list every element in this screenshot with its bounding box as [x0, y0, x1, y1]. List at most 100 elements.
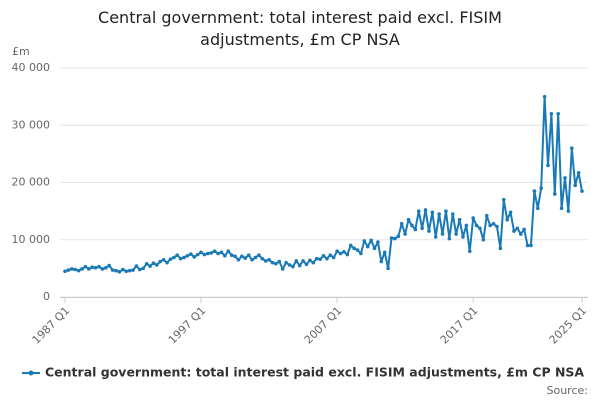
data-point	[481, 237, 486, 242]
data-point	[396, 234, 401, 239]
data-point	[83, 264, 88, 269]
data-point	[495, 224, 499, 229]
data-point	[229, 253, 234, 258]
data-point	[127, 268, 132, 273]
data-point	[440, 232, 445, 236]
data-point	[195, 252, 200, 257]
data-point	[321, 253, 326, 258]
data-point	[250, 257, 254, 262]
data-point	[325, 256, 329, 261]
data-point	[437, 212, 441, 216]
data-point	[104, 266, 108, 270]
data-point	[63, 269, 67, 274]
data-point	[263, 259, 268, 263]
x-tick-label: 2017 Q1	[438, 304, 481, 347]
y-tick-label: 0	[43, 290, 50, 303]
data-point	[93, 266, 98, 270]
data-point	[573, 183, 577, 188]
data-point	[223, 253, 227, 258]
data-point	[308, 258, 312, 263]
data-point	[70, 267, 74, 271]
data-point	[124, 269, 129, 274]
data-point	[488, 223, 492, 228]
data-point	[379, 259, 384, 264]
source: Source:	[547, 384, 589, 397]
data-point	[155, 263, 159, 267]
data-point	[498, 246, 503, 251]
data-point	[76, 268, 81, 273]
data-point	[291, 264, 295, 269]
data-point	[209, 251, 214, 255]
data-point	[359, 251, 363, 256]
data-point	[87, 267, 91, 271]
data-point	[110, 268, 115, 272]
data-point	[100, 267, 105, 271]
data-point	[484, 213, 489, 218]
data-point	[559, 206, 564, 211]
data-point	[508, 210, 513, 215]
data-point	[433, 235, 438, 239]
data-point	[216, 251, 220, 256]
data-point	[461, 235, 465, 239]
data-point	[566, 209, 571, 213]
data-point	[175, 253, 180, 258]
x-tick-label: 2007 Q1	[302, 304, 345, 347]
y-tick-label: 20 000	[12, 176, 51, 189]
data-point	[542, 94, 547, 99]
data-point	[454, 232, 458, 236]
x-tick-label: 2025 Q1	[547, 304, 590, 347]
data-point	[294, 259, 299, 263]
data-point	[206, 251, 210, 256]
data-point	[335, 249, 339, 253]
data-point	[376, 240, 380, 244]
data-point	[66, 268, 71, 272]
data-point	[546, 163, 550, 168]
data-point	[311, 260, 316, 265]
data-point	[471, 216, 475, 220]
y-tick-label: 10 000	[12, 233, 51, 246]
x-tick-label: 1997 Q1	[166, 304, 209, 347]
data-point	[151, 261, 156, 266]
data-point	[304, 262, 309, 267]
y-tick-label: 40 000	[12, 61, 51, 74]
data-point	[185, 253, 190, 258]
data-point	[117, 270, 122, 274]
data-point	[348, 243, 353, 248]
data-point	[318, 257, 322, 262]
data-point	[491, 221, 496, 226]
data-point	[413, 227, 418, 232]
data-point	[158, 259, 163, 264]
data-point	[420, 226, 424, 231]
data-point	[386, 266, 390, 271]
data-point	[73, 267, 78, 272]
data-point	[80, 267, 84, 271]
data-point	[532, 189, 537, 193]
data-point	[576, 170, 581, 175]
data-point	[549, 112, 554, 116]
data-point	[478, 226, 482, 231]
data-point	[246, 253, 251, 258]
data-point	[331, 255, 336, 260]
data-point	[236, 257, 241, 262]
legend-dot	[28, 370, 34, 376]
data-point	[199, 250, 203, 255]
data-point	[430, 210, 435, 215]
data-point	[277, 259, 282, 264]
data-point	[233, 254, 237, 259]
data-point	[240, 254, 244, 259]
data-point	[427, 229, 431, 233]
data-point	[219, 250, 224, 255]
data-point	[389, 236, 394, 240]
data-point	[369, 238, 373, 243]
data-point	[280, 267, 285, 271]
data-point	[525, 243, 530, 248]
data-point	[270, 260, 275, 265]
data-point	[410, 223, 414, 228]
data-point	[267, 257, 271, 262]
data-point	[212, 249, 217, 253]
data-point	[141, 266, 146, 271]
data-point	[97, 264, 101, 269]
data-point	[444, 209, 448, 213]
data-point	[202, 252, 207, 257]
series-line	[64, 95, 583, 273]
